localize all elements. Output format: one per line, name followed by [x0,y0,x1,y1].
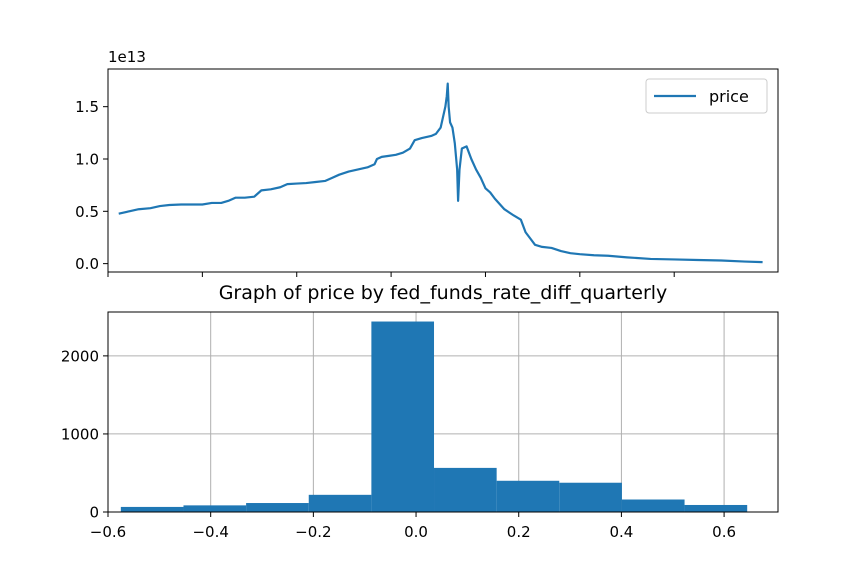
histogram-bar [434,467,497,512]
y-tick-label: 1000 [61,425,99,443]
histogram-bar [559,482,622,512]
line-chart-ticks: 0.0 0.5 1.0 1.5 [75,98,675,277]
histogram-axes: Graph of price by fed_funds_rate_diff_qu… [61,282,779,541]
line-chart-offset-text: 1e13 [108,48,146,66]
line-chart-axes: 0.0 0.5 1.0 1.5 1e13 price [75,48,779,277]
histogram-bar [621,499,685,512]
x-tick-label: −0.6 [90,523,126,541]
line-chart-legend: price [645,78,768,114]
histogram-plot-area [120,321,748,512]
x-tick-label: −0.4 [192,523,228,541]
histogram-title: Graph of price by fed_funds_rate_diff_qu… [219,282,668,304]
histogram-ticks: −0.6 −0.4 −0.2 0.0 0.2 0.4 0.6 0 1000 2000 [61,347,736,541]
histogram-bar [120,506,184,512]
histogram-frame [107,311,779,513]
y-tick-label: 0.5 [75,203,99,221]
x-tick-label: 0.0 [404,523,428,541]
y-tick-label: 2000 [61,347,99,365]
histogram-bar [496,480,560,512]
y-tick-label: 1.0 [75,150,99,168]
line-chart-frame [107,68,779,273]
y-tick-label: 0 [89,504,99,522]
x-tick-label: −0.2 [295,523,331,541]
y-tick-label: 0.0 [75,255,99,273]
x-tick-label: 0.2 [507,523,531,541]
line-chart-plot-area [118,82,763,264]
histogram-bar [308,494,372,512]
histogram-bar [371,321,435,512]
histogram-bar [183,505,247,512]
y-tick-label: 1.5 [75,98,99,116]
histogram-bar [246,503,309,512]
legend-box [645,78,768,114]
x-tick-label: 0.4 [609,523,633,541]
histogram-bar [684,504,748,512]
series-line-price [118,82,763,264]
x-tick-label: 0.6 [712,523,736,541]
legend-price-label: price [709,87,749,106]
